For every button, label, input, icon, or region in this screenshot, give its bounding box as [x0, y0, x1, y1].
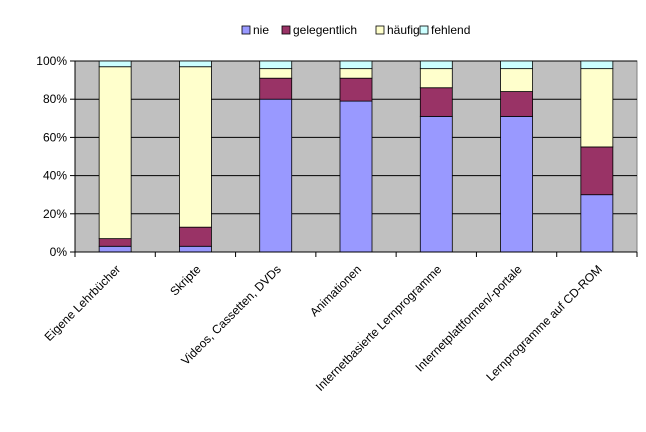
x-category-label: Eigene Lehrbücher: [42, 262, 124, 344]
y-tick-label: 0%: [50, 245, 68, 259]
legend-label: häufig: [387, 23, 420, 37]
y-tick-label: 20%: [43, 207, 67, 221]
legend-swatch: [375, 25, 385, 35]
legend: nie gelegentlich häufig fehlend: [241, 23, 470, 37]
x-category-label: Animationen: [307, 262, 364, 319]
bar-segment: [339, 68, 373, 79]
bar-segment: [580, 68, 614, 148]
bar-segment: [500, 91, 533, 117]
bar-segment: [339, 60, 373, 70]
bar-segment: [500, 60, 533, 70]
bar-segment: [98, 245, 132, 253]
bar-segment: [179, 60, 212, 68]
bar-segment: [179, 226, 212, 247]
bar-segment: [339, 100, 373, 253]
bar-segment: [98, 66, 132, 240]
bar-segment: [419, 87, 453, 117]
x-category-label: Skripte: [167, 262, 204, 299]
bar-segment: [419, 115, 453, 253]
bar-segment: [500, 115, 533, 253]
legend-label: nie: [253, 23, 269, 37]
bar-segment: [98, 238, 132, 247]
bar-segment: [259, 68, 293, 79]
y-axis-ticks: 0% 20% 40% 60% 80% 100%: [36, 54, 75, 259]
bar-segment: [259, 60, 293, 70]
axes: [74, 61, 637, 253]
bar-segment: [339, 77, 373, 102]
bar-segment: [98, 60, 132, 68]
bar-segment: [259, 77, 293, 100]
x-category-label: Internetbasierte Lernprogramme: [313, 262, 445, 394]
bars: [98, 60, 614, 253]
legend-swatch: [281, 25, 291, 35]
y-tick-label: 60%: [43, 130, 67, 144]
y-tick-label: 100%: [36, 54, 67, 68]
legend-swatch: [241, 25, 251, 35]
bar-segment: [580, 146, 614, 196]
legend-label: gelegentlich: [293, 23, 357, 37]
y-tick-label: 40%: [43, 169, 67, 183]
bar-segment: [580, 60, 614, 70]
bar-segment: [419, 60, 453, 70]
legend-swatch: [419, 25, 429, 35]
bar-segment: [580, 194, 614, 253]
bar-segment: [179, 66, 212, 228]
bar-segment: [419, 68, 453, 89]
legend-label: fehlend: [431, 23, 470, 37]
bar-segment: [500, 68, 533, 92]
bar-segment: [179, 245, 212, 253]
y-tick-label: 80%: [43, 92, 67, 106]
bar-segment: [259, 98, 293, 253]
